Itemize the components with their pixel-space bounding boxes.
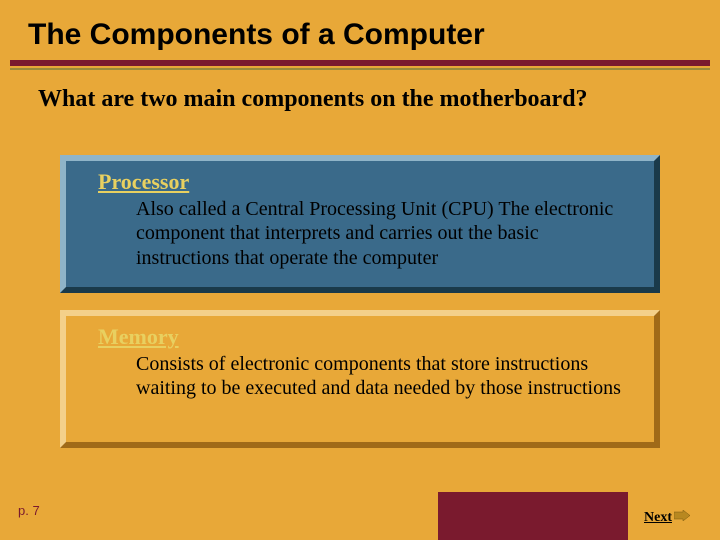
footer-bar [438, 492, 628, 540]
processor-title: Processor [80, 169, 640, 197]
page-ref: p. 7 [18, 503, 40, 518]
slide-title: The Components of a Computer [0, 0, 720, 58]
memory-title: Memory [80, 324, 640, 352]
footer: p. 7 Next [0, 488, 720, 540]
subhead: What are two main components on the moth… [0, 70, 720, 123]
processor-body: Also called a Central Processing Unit (C… [80, 197, 640, 270]
next-label: Next [644, 510, 672, 526]
next-button[interactable]: Next [644, 510, 690, 526]
arrow-right-icon [674, 510, 690, 526]
memory-box: Memory Consists of electronic components… [60, 310, 660, 448]
memory-body: Consists of electronic components that s… [80, 352, 640, 401]
processor-box: Processor Also called a Central Processi… [60, 155, 660, 293]
title-rule [10, 60, 710, 70]
rule-thick [10, 60, 710, 66]
